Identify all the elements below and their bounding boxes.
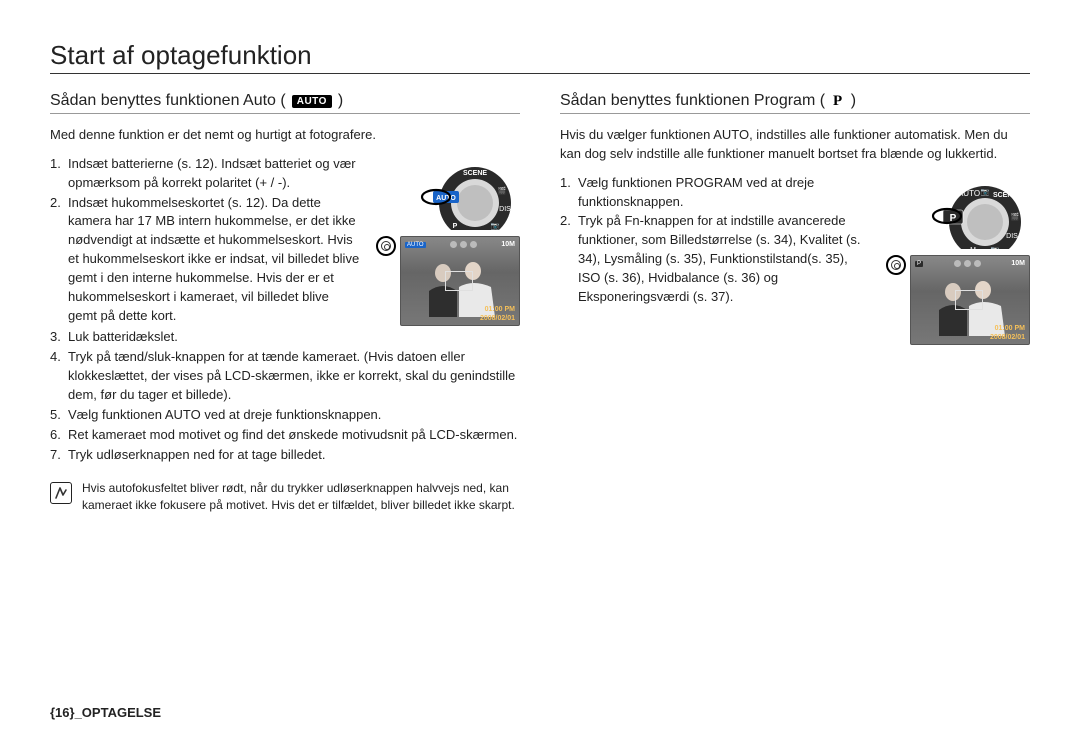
program-mode-badge: P <box>831 93 845 110</box>
af-box <box>445 271 473 291</box>
step-text: Tryk på tænd/sluk-knappen for at tænde k… <box>68 349 515 402</box>
info-icon <box>50 482 72 504</box>
mode-dial-auto: SCENE 🎬 DIS 📷 M P AUTO <box>420 155 520 230</box>
step-text: Vælg funktionen AUTO ved at dreje funkti… <box>68 407 381 422</box>
auto-intro: Med denne funktion er det nemt og hurtig… <box>50 126 520 145</box>
info-box: Hvis autofokusfeltet bliver rødt, når du… <box>50 480 520 514</box>
shutter-icon <box>886 255 906 275</box>
auto-heading-prefix: Sådan benyttes funktionen Auto ( <box>50 92 286 110</box>
col-program: Sådan benyttes funktionen Program ( P ) … <box>560 92 1030 514</box>
program-intro: Hvis du vælger funktionen AUTO, indstill… <box>560 126 1030 164</box>
program-heading-prefix: Sådan benyttes funktionen Program ( <box>560 92 825 110</box>
svg-text:🎬: 🎬 <box>1011 212 1020 221</box>
info-text: Hvis autofokusfeltet bliver rødt, når du… <box>82 480 520 514</box>
svg-text:🎬: 🎬 <box>498 186 507 195</box>
auto-heading-suffix: ) <box>338 92 343 110</box>
af-box <box>955 290 983 310</box>
program-heading: Sådan benyttes funktionen Program ( P ) <box>560 92 1030 114</box>
svg-text:P: P <box>453 223 458 230</box>
svg-text:AUTO: AUTO <box>958 189 980 198</box>
lcd-time: 01:00 PM <box>485 306 515 313</box>
auto-illustrations: SCENE 🎬 DIS 📷 M P AUTO <box>374 155 520 326</box>
svg-text:M: M <box>970 247 976 249</box>
auto-steps-top: 1.Indsæt batterierne (s. 12). Indsæt bat… <box>50 155 360 327</box>
list-item: 2.Tryk på Fn-knappen for at indstille av… <box>578 212 870 306</box>
list-item: 6.Ret kameraet mod motivet og find det ø… <box>68 426 520 445</box>
step-text: Tryk udløserknappen ned for at tage bill… <box>68 447 326 462</box>
step-text: Ret kameraet mod motivet og find det øns… <box>68 427 517 442</box>
program-steps-top: 1.Vælg funktionen PROGRAM ved at dreje f… <box>560 174 870 308</box>
list-item: 4.Tryk på tænd/sluk-knappen for at tænde… <box>68 348 520 405</box>
step-text: Luk batteridækslet. <box>68 329 178 344</box>
shutter-icon <box>376 236 396 256</box>
program-heading-suffix: ) <box>851 92 856 110</box>
col-auto: Sådan benyttes funktionen Auto ( AUTO ) … <box>50 92 520 514</box>
auto-heading: Sådan benyttes funktionen Auto ( AUTO ) <box>50 92 520 114</box>
list-item: 2.Indsæt hukommelseskortet (s. 12). Da d… <box>68 194 360 326</box>
program-lcd: P 10M 01:00 PM 2008/02/01 <box>910 255 1030 345</box>
program-illustrations: SCENE 🎬 DIS 📷 M AUTO 📷 P <box>884 174 1030 345</box>
step-text: Indsæt hukommelseskortet (s. 12). Da det… <box>68 195 359 323</box>
auto-mode-badge: AUTO <box>292 95 332 108</box>
lcd-resolution: 10M <box>1011 260 1025 267</box>
svg-text:SCENE: SCENE <box>463 170 487 177</box>
page-title: Start af optagefunktion <box>50 40 1030 74</box>
step-text: Tryk på Fn-knappen for at indstille avan… <box>578 213 860 303</box>
page-footer: {16}_OPTAGELSE <box>50 705 161 720</box>
lcd-mode-label: P <box>915 261 923 267</box>
list-item: 1.Indsæt batterierne (s. 12). Indsæt bat… <box>68 155 360 193</box>
list-item: 3.Luk batteridækslet. <box>68 328 520 347</box>
svg-text:DIS: DIS <box>499 206 511 213</box>
lcd-date: 2008/02/01 <box>990 334 1025 341</box>
list-item: 5.Vælg funktionen AUTO ved at dreje funk… <box>68 406 520 425</box>
program-lcd-wrap: P 10M 01:00 PM 2008/02/01 <box>886 255 1030 345</box>
svg-text:SCENE: SCENE <box>993 192 1017 199</box>
lcd-date: 2008/02/01 <box>480 315 515 322</box>
step-text: Vælg funktionen PROGRAM ved at dreje fun… <box>578 175 814 209</box>
lcd-resolution: 10M <box>501 241 515 248</box>
columns: Sådan benyttes funktionen Auto ( AUTO ) … <box>50 92 1030 514</box>
auto-steps-rest: 3.Luk batteridækslet. 4.Tryk på tænd/slu… <box>50 328 520 464</box>
auto-top-block: 1.Indsæt batterierne (s. 12). Indsæt bat… <box>50 155 520 327</box>
svg-text:DIS: DIS <box>1006 233 1018 240</box>
svg-text:📷: 📷 <box>991 246 1000 249</box>
svg-text:📷: 📷 <box>981 188 990 196</box>
auto-lcd: AUTO 10M 01:00 PM 2008/02/01 <box>400 236 520 326</box>
program-top-block: 1.Vælg funktionen PROGRAM ved at dreje f… <box>560 174 1030 345</box>
lcd-time: 01:00 PM <box>995 325 1025 332</box>
lcd-mode-label: AUTO <box>405 242 426 248</box>
step-text: Indsæt batterierne (s. 12). Indsæt batte… <box>68 156 356 190</box>
mode-dial-program: SCENE 🎬 DIS 📷 M AUTO 📷 P <box>930 174 1030 249</box>
list-item: 1.Vælg funktionen PROGRAM ved at dreje f… <box>578 174 870 212</box>
svg-text:📷: 📷 <box>491 222 500 230</box>
list-item: 7.Tryk udløserknappen ned for at tage bi… <box>68 446 520 465</box>
auto-lcd-wrap: AUTO 10M 01:00 PM 2008/02/01 <box>376 236 520 326</box>
